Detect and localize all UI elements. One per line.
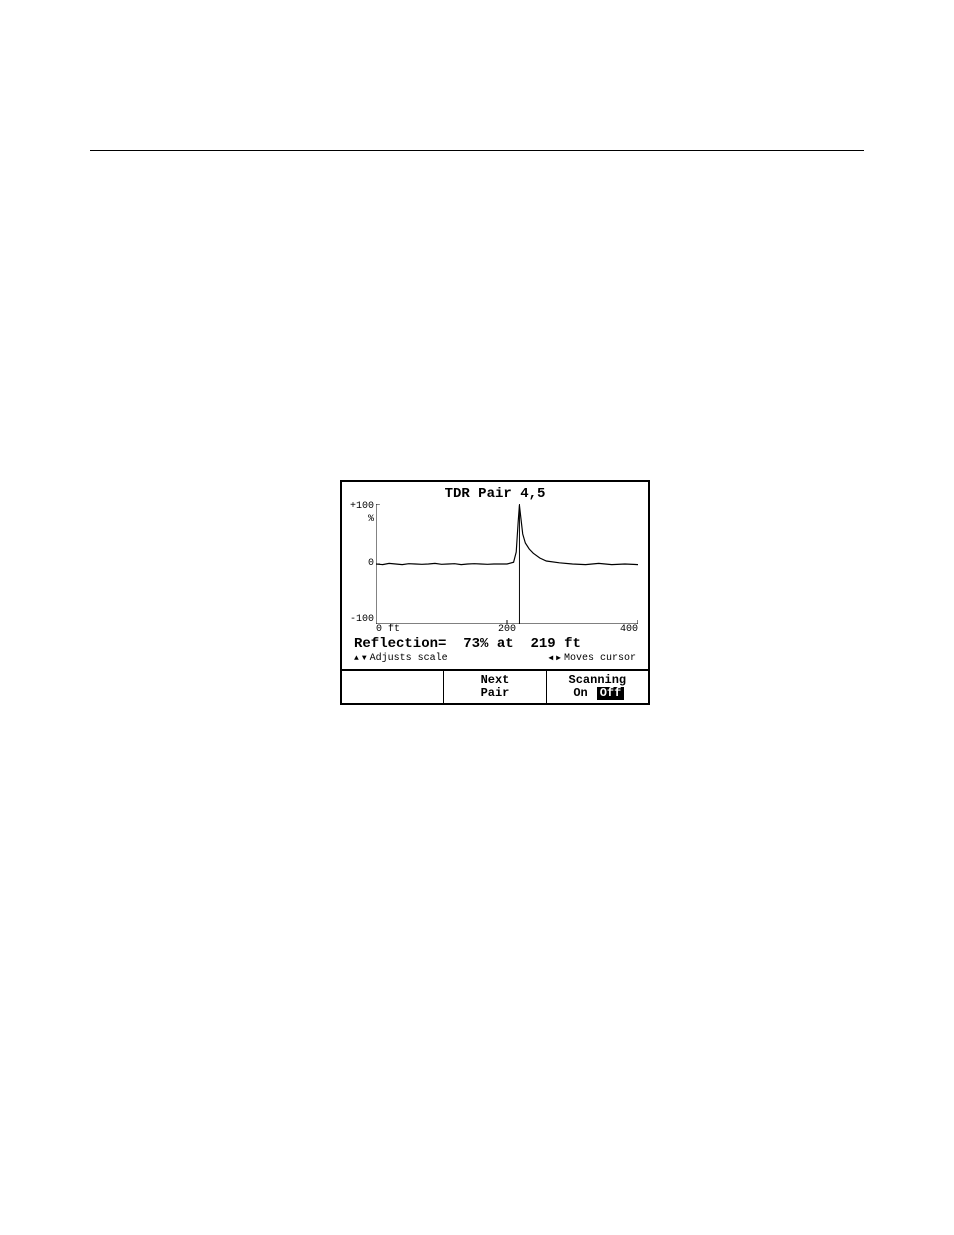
y-tick-mid: 0 [356, 558, 374, 569]
y-tick-bot: -100 [348, 614, 374, 625]
hint-scale-text: Adjusts scale [370, 653, 448, 664]
x-axis-labels: 0 ft 200 400 [376, 624, 638, 636]
readout-at: at [497, 636, 514, 652]
tdr-device-screen: TDR Pair 4,5 +100 % 0 -100 0 ft 200 400 … [340, 480, 650, 705]
up-triangle-icon: ▲ [354, 655, 359, 663]
x-tick-left: 0 ft [376, 624, 400, 635]
left-triangle-icon: ◀ [548, 655, 553, 663]
x-tick-right: 400 [620, 624, 638, 635]
softkey-bar: Next Pair Scanning On Off [342, 669, 648, 703]
hint-scale: ▲ ▼ Adjusts scale [354, 653, 448, 664]
softkey-scan-title: Scanning [547, 674, 648, 687]
y-tick-top: +100 [348, 501, 374, 512]
plot-svg [376, 504, 638, 624]
softkey-1[interactable] [342, 671, 444, 703]
hint-cursor: ◀ ▶ Moves cursor [548, 653, 636, 664]
horizontal-rule [90, 150, 864, 151]
softkey-next-pair[interactable]: Next Pair [444, 671, 546, 703]
readout-distance: 219 ft [530, 636, 580, 652]
reflection-readout: Reflection= 73% at 219 ft [348, 636, 642, 652]
hint-cursor-text: Moves cursor [564, 653, 636, 664]
x-tick-mid: 200 [498, 624, 516, 635]
down-triangle-icon: ▼ [362, 655, 367, 663]
tdr-plot: +100 % 0 -100 [376, 504, 638, 624]
readout-value: 73% [463, 636, 488, 652]
right-triangle-icon: ▶ [556, 655, 561, 663]
softkey-scan-off[interactable]: Off [597, 687, 625, 700]
y-unit: % [356, 514, 374, 525]
softkey-next-line2: Pair [481, 687, 510, 700]
screen-title: TDR Pair 4,5 [348, 486, 642, 502]
readout-label: Reflection= [354, 636, 446, 652]
control-hints: ▲ ▼ Adjusts scale ◀ ▶ Moves cursor [348, 652, 642, 667]
softkey-scan-on[interactable]: On [570, 687, 590, 700]
softkey-scanning[interactable]: Scanning On Off [547, 671, 648, 703]
